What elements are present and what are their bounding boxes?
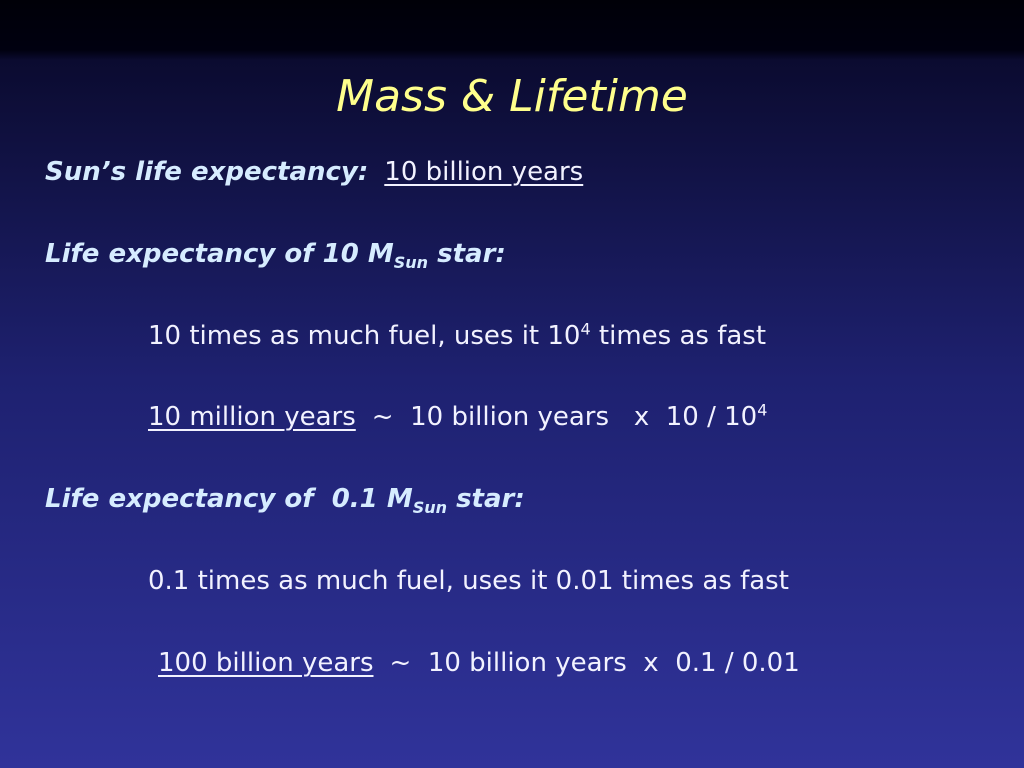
result-line: 10 million years ~ 10 billion years x 10 … <box>148 401 767 433</box>
result: 10 million years <box>148 402 356 432</box>
result-line: 100 billion years ~ 10 billion years x 0.… <box>158 647 800 679</box>
text: times as fast <box>590 321 767 351</box>
text: star: <box>447 484 525 514</box>
text: Life expectancy of 10 M <box>45 239 394 269</box>
text: ~ 10 billion years x 0.1 / 0.01 <box>389 648 800 678</box>
text: star: <box>428 239 506 269</box>
sun-line: Sun’s life expectancy: 10 billion years <box>45 156 583 188</box>
superscript: 4 <box>580 319 591 339</box>
fuel-line: 10 times as much fuel, uses it 104 times… <box>148 320 766 352</box>
heading: Life expectancy of 0.1 MSun star: <box>45 483 525 518</box>
superscript: 4 <box>757 400 768 420</box>
value: 10 billion years <box>384 157 584 187</box>
title: Mass & Lifetime <box>336 71 688 122</box>
text: 10 times as much fuel, uses it 10 <box>148 321 581 351</box>
subscript: Sun <box>393 253 429 273</box>
text: Life expectancy of 0.1 M <box>45 484 413 514</box>
heading: Life expectancy of 10 MSun star: <box>45 238 506 273</box>
result: 100 billion years <box>158 648 374 678</box>
fuel-line: 0.1 times as much fuel, uses it 0.01 tim… <box>148 566 789 596</box>
subscript: Sun <box>412 498 448 518</box>
label: Sun’s life expectancy: <box>45 157 369 187</box>
text: ~ 10 billion years x 10 / 10 <box>371 402 758 432</box>
